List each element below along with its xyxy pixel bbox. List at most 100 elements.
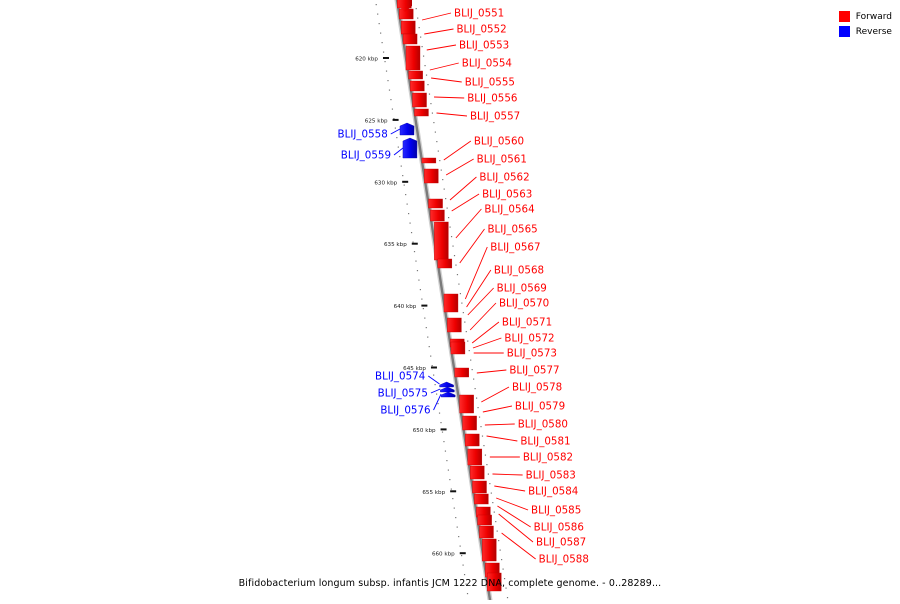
axis-dot: [467, 340, 469, 342]
axis-dot: [466, 593, 469, 595]
forward-gene-label[interactable]: BLIJ_0584: [528, 486, 578, 498]
axis-dot: [475, 397, 478, 399]
axis-dot: [410, 232, 413, 234]
forward-gene-label[interactable]: BLIJ_0557: [470, 111, 520, 123]
forward-gene-label[interactable]: BLIJ_0554: [462, 58, 512, 70]
forward-gene-block: [450, 341, 466, 355]
reverse-gene-label[interactable]: BLIJ_0574: [375, 371, 425, 383]
forward-gene-leader: [464, 246, 488, 300]
forward-gene-leader: [429, 62, 459, 71]
axis-dot: [437, 403, 439, 405]
forward-gene-block: [424, 168, 439, 184]
reverse-gene-block: [439, 381, 454, 388]
axis-dot: [436, 141, 438, 143]
forward-gene-label[interactable]: BLIJ_0587: [536, 537, 586, 549]
axis-dot: [490, 492, 492, 494]
forward-gene-label[interactable]: BLIJ_0570: [499, 298, 549, 310]
axis-dot: [394, 127, 396, 129]
axis-dot: [437, 150, 439, 152]
forward-gene-label[interactable]: BLIJ_0567: [490, 242, 540, 254]
axis-dot: [415, 260, 417, 262]
axis-dot: [430, 355, 432, 357]
forward-gene-label[interactable]: BLIJ_0586: [534, 522, 584, 534]
reverse-gene-label[interactable]: BLIJ_0576: [380, 405, 430, 417]
forward-gene-label[interactable]: BLIJ_0577: [509, 365, 559, 377]
axis-dot: [465, 583, 467, 585]
axis-dot: [385, 70, 388, 72]
forward-gene-label[interactable]: BLIJ_0561: [477, 154, 527, 166]
reverse-gene-block: [440, 386, 455, 393]
reverse-gene-label[interactable]: BLIJ_0558: [338, 129, 388, 141]
scale-tick: [392, 118, 399, 121]
axis-dot: [377, 13, 379, 15]
axis-dot: [456, 274, 459, 276]
forward-gene-label[interactable]: BLIJ_0563: [482, 189, 532, 201]
forward-gene-label[interactable]: BLIJ_0556: [467, 93, 517, 105]
axis-dot: [439, 160, 441, 162]
axis-dot: [427, 336, 429, 338]
forward-gene-label[interactable]: BLIJ_0588: [539, 554, 589, 566]
axis-dot: [477, 407, 479, 409]
reverse-gene-label[interactable]: BLIJ_0575: [378, 388, 428, 400]
axis-dot: [481, 435, 484, 437]
axis-dot: [459, 293, 461, 295]
forward-gene-label[interactable]: BLIJ_0568: [494, 265, 544, 277]
forward-gene-label[interactable]: BLIJ_0553: [459, 40, 509, 52]
forward-gene-label[interactable]: BLIJ_0552: [456, 24, 506, 36]
axis-dot: [431, 365, 433, 367]
axis-dot: [468, 350, 470, 352]
axis-dot: [415, 8, 417, 10]
reverse-gene-leader: [430, 388, 441, 394]
axis-dot: [438, 412, 441, 414]
label-leaders: [390, 12, 536, 560]
scale-tick-label: 630 kbp: [374, 180, 397, 186]
forward-gene-leader: [482, 405, 513, 413]
forward-gene-label[interactable]: BLIJ_0585: [531, 505, 581, 517]
axis-dot: [422, 308, 424, 310]
axis-dot: [449, 479, 451, 481]
scale-tick-label: 660 kbp: [432, 552, 455, 558]
axis-dot: [420, 36, 422, 38]
axis-dot: [425, 327, 427, 329]
forward-gene-block: [437, 258, 453, 269]
forward-gene-label[interactable]: BLIJ_0569: [497, 283, 547, 295]
forward-gene-leader: [481, 386, 510, 403]
forward-gene-label[interactable]: BLIJ_0573: [507, 348, 557, 360]
axis-dot: [421, 298, 423, 300]
axis-dot: [402, 175, 404, 177]
forward-gene-block: [462, 415, 477, 431]
forward-gene-label[interactable]: BLIJ_0579: [515, 401, 565, 413]
axis-dot: [442, 179, 444, 181]
forward-gene-label[interactable]: BLIJ_0580: [518, 419, 568, 431]
axis-dot: [382, 51, 385, 53]
forward-gene-label[interactable]: BLIJ_0555: [465, 77, 515, 89]
reverse-gene-label[interactable]: BLIJ_0559: [341, 150, 391, 162]
scale-tick: [421, 304, 428, 307]
forward-gene-label[interactable]: BLIJ_0551: [454, 8, 504, 20]
forward-gene-block: [482, 538, 497, 562]
axis-dots: [375, 4, 509, 599]
axis-dot: [446, 207, 448, 209]
scale-tick-label: 635 kbp: [384, 242, 407, 248]
forward-gene-label[interactable]: BLIJ_0571: [502, 317, 552, 329]
forward-gene-label[interactable]: BLIJ_0582: [523, 452, 573, 464]
axis-dot: [483, 445, 485, 447]
forward-gene-label[interactable]: BLIJ_0562: [479, 172, 529, 184]
forward-gene-leader: [436, 112, 468, 117]
axis-dot: [458, 536, 460, 538]
axis-dot: [381, 42, 383, 44]
axis-dot: [428, 93, 431, 95]
forward-gene-label[interactable]: BLIJ_0583: [526, 470, 576, 482]
axis-dot: [474, 388, 476, 390]
forward-gene-label[interactable]: BLIJ_0578: [512, 382, 562, 394]
reverse-gene-block: [440, 391, 456, 398]
forward-gene-label[interactable]: BLIJ_0564: [484, 204, 534, 216]
forward-gene-label[interactable]: BLIJ_0581: [520, 436, 570, 448]
forward-gene-label[interactable]: BLIJ_0572: [504, 333, 554, 345]
forward-gene-label[interactable]: BLIJ_0565: [487, 224, 537, 236]
axis-dot: [492, 502, 494, 504]
axis-dot: [380, 32, 382, 34]
axis-dot: [434, 131, 436, 133]
forward-gene-label[interactable]: BLIJ_0560: [474, 136, 524, 148]
